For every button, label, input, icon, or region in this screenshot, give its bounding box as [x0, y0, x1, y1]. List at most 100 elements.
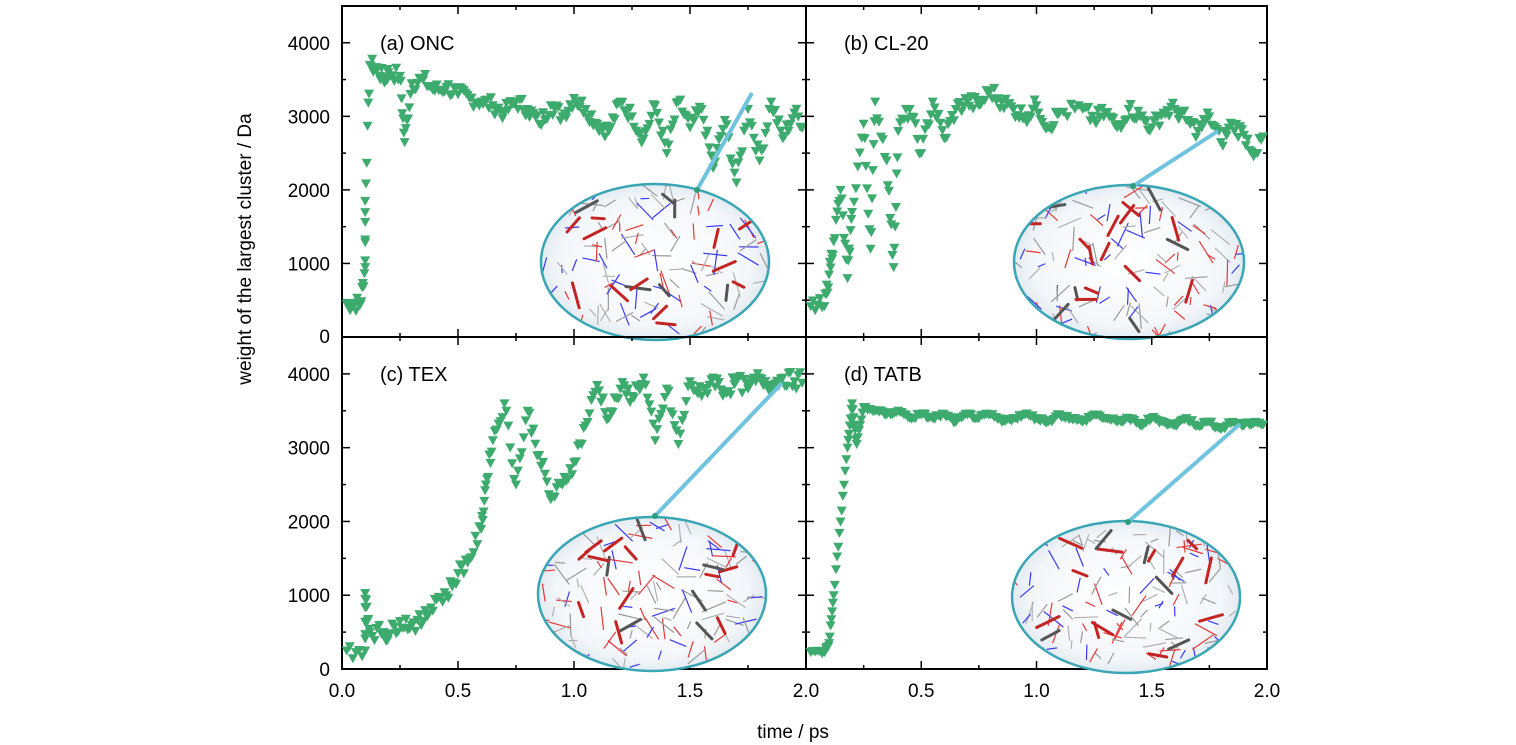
data-point [607, 407, 618, 417]
data-point [357, 652, 368, 662]
data-point [867, 194, 878, 204]
data-point [663, 386, 674, 396]
data-point [920, 125, 931, 135]
data-point [1167, 98, 1178, 108]
data-point [1052, 110, 1063, 120]
data-point [652, 425, 663, 435]
data-point [866, 228, 877, 238]
data-point [830, 215, 841, 225]
data-point [675, 95, 686, 105]
data-point [791, 104, 802, 114]
data-point [847, 207, 858, 217]
data-point [642, 393, 653, 403]
panel-3: 0 1000 2000 3000 4000 0.0 0.5 1.0 1.5 2.0 (c) TEX [288, 336, 819, 702]
data-point [503, 421, 514, 431]
data-point [1016, 104, 1027, 114]
data-point [509, 99, 520, 109]
data-point [483, 472, 494, 482]
data-point [870, 97, 881, 107]
data-point [856, 415, 867, 425]
data-point [478, 507, 489, 517]
data-point [1125, 100, 1136, 110]
x-axis-title: time / ps [757, 722, 829, 743]
data-point [563, 474, 574, 484]
data-point [706, 151, 717, 161]
data-point [1108, 114, 1119, 124]
data-point [646, 111, 657, 121]
data-point [663, 140, 674, 150]
y-tick-label: 0 [319, 660, 330, 681]
data-point [634, 130, 645, 140]
data-point [882, 181, 893, 191]
data-point [439, 588, 450, 598]
data-point [836, 506, 847, 516]
data-point [499, 399, 510, 409]
inset-snapshot [1010, 519, 1242, 675]
data-point [867, 166, 878, 176]
data-point [594, 386, 605, 396]
data-point [443, 593, 454, 603]
data-point [474, 522, 485, 532]
data-point [758, 144, 769, 154]
data-point [914, 149, 925, 159]
data-point [1131, 114, 1142, 124]
data-point [1229, 126, 1240, 136]
data-point [677, 416, 688, 426]
data-point [1202, 108, 1213, 118]
data-point [960, 94, 971, 104]
data-point [485, 93, 496, 103]
data-point [667, 410, 678, 420]
data-point [361, 602, 372, 612]
data-point [868, 140, 879, 150]
data-point [605, 122, 616, 132]
data-point [692, 108, 703, 118]
data-point [797, 378, 808, 388]
data-point [547, 110, 558, 120]
data-point [783, 126, 794, 136]
data-point [900, 104, 911, 114]
pointer-arrow-head [652, 513, 658, 519]
data-point [669, 115, 680, 125]
data-point [1123, 104, 1134, 114]
data-point [648, 419, 659, 429]
data-point [956, 107, 967, 117]
data-point [725, 154, 736, 164]
data-point [760, 128, 771, 138]
pointer-arrow-head [1125, 519, 1131, 525]
data-point [578, 424, 589, 434]
data-point [829, 580, 840, 590]
data-point [814, 294, 825, 304]
data-point [657, 126, 668, 136]
data-point [621, 390, 632, 400]
data-point [827, 607, 838, 617]
data-point [638, 373, 649, 383]
data-point [752, 369, 763, 379]
y-tick-label: 1000 [288, 586, 330, 607]
data-point [1133, 106, 1144, 116]
data-point [483, 103, 494, 113]
data-point [845, 226, 856, 236]
data-point [553, 103, 564, 113]
data-point [360, 634, 371, 644]
data-point [686, 381, 697, 391]
data-point [1206, 417, 1217, 427]
data-point [561, 113, 572, 123]
panels: 0 1000 2000 3000 4000 (a) ONC (b) CL-20 0 1000 20… [288, 5, 1280, 702]
data-point [613, 394, 624, 404]
data-point [1240, 141, 1251, 151]
data-point [737, 388, 748, 398]
data-point [946, 111, 957, 121]
data-point [439, 87, 450, 97]
pointer-arrow [695, 92, 754, 191]
data-point [1154, 121, 1165, 131]
data-point [1237, 125, 1248, 135]
data-point [702, 389, 713, 399]
data-point [843, 256, 854, 266]
data-point [538, 108, 549, 118]
data-point [601, 415, 612, 425]
data-point [617, 97, 628, 107]
data-point [518, 106, 529, 116]
data-point [514, 454, 525, 464]
data-point [1217, 141, 1228, 151]
data-point [837, 211, 848, 221]
